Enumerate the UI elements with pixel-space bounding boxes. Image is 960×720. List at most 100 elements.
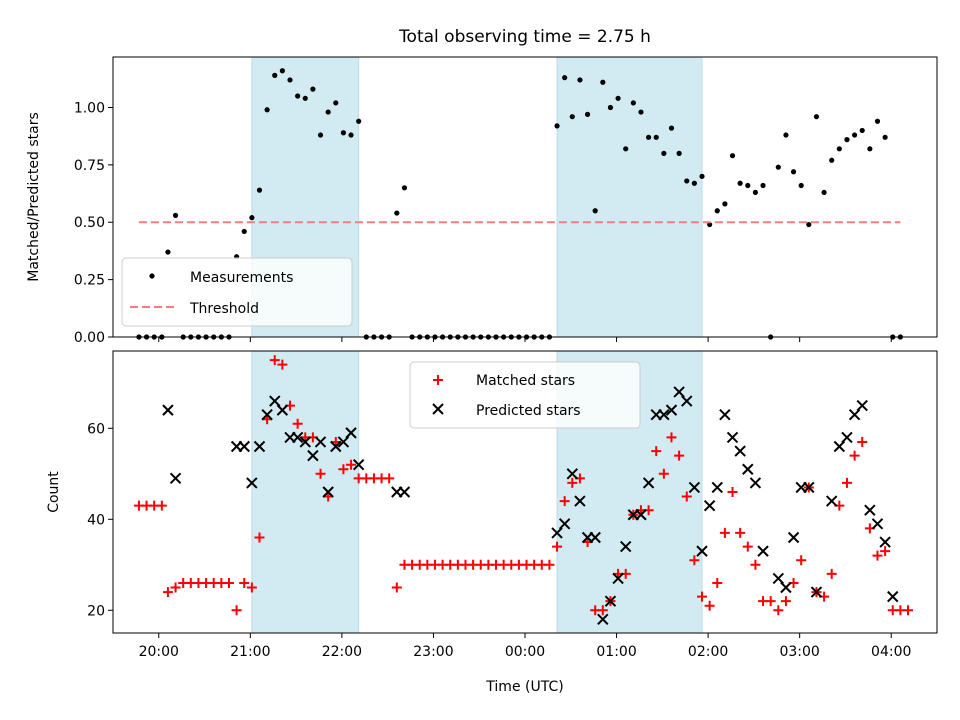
- legend: Measurements Threshold: [121, 257, 353, 327]
- measurement-point: [333, 100, 339, 106]
- measurement-point: [165, 249, 171, 255]
- matched-stars-point: [849, 450, 860, 461]
- matched-stars-point: [857, 436, 868, 447]
- matched-stars-point: [712, 577, 723, 588]
- matched-stars-point: [597, 605, 608, 616]
- chart-title: Total observing time = 2.75 h: [398, 27, 651, 47]
- predicted-stars-point: [734, 445, 746, 457]
- measurement-point: [859, 127, 865, 134]
- x-axis-label: Time (UTC): [485, 679, 563, 695]
- matched-stars-point: [872, 550, 883, 561]
- matched-stars-point: [880, 546, 891, 557]
- predicted-stars-point: [337, 436, 350, 448]
- matched-stars-point: [338, 464, 349, 475]
- measurement-point: [653, 134, 659, 140]
- matched-stars-point: [742, 541, 753, 552]
- measurement-point: [287, 77, 293, 83]
- predicted-stars-point: [803, 481, 815, 494]
- matched-stars-point: [223, 577, 234, 588]
- predicted-stars-point: [253, 440, 266, 453]
- x-tick-label: 04:00: [871, 644, 911, 660]
- matched-stars-point: [735, 527, 746, 538]
- predicted-stars-point: [589, 531, 601, 544]
- measurement-point: [638, 109, 644, 115]
- matched-stars-point: [315, 468, 326, 479]
- measurement-point: [722, 201, 728, 207]
- legend-label-measurements: Measurements: [190, 270, 293, 286]
- matched-stars-point: [674, 450, 685, 461]
- predicted-stars-point: [558, 518, 571, 530]
- measurement-point: [592, 208, 598, 214]
- matched-stars-point: [162, 587, 173, 598]
- measurement-point: [752, 189, 759, 196]
- legend: Matched stars Predicted stars: [409, 361, 641, 429]
- predicted-stars-point: [772, 572, 785, 585]
- predicted-stars-point: [703, 499, 716, 512]
- measurement-point: [340, 130, 347, 136]
- predicted-stars-point: [276, 404, 289, 416]
- measurement-point: [829, 157, 835, 163]
- matched-stars-point: [841, 477, 852, 488]
- measurement-point: [661, 150, 667, 156]
- measurement-point: [760, 182, 766, 189]
- predicted-stars-point: [681, 395, 693, 407]
- axes-frame: [112, 56, 938, 338]
- measurement-point: [798, 182, 804, 189]
- axes-frame: [112, 350, 938, 634]
- measurement-point: [172, 212, 179, 218]
- matched-stars-point: [826, 568, 837, 579]
- x-tick-label: 02:00: [688, 644, 728, 660]
- predicted-stars-point: [330, 440, 342, 453]
- predicted-stars-point: [597, 613, 609, 626]
- x-tick-label: 01:00: [596, 644, 636, 660]
- measurement-point: [554, 123, 560, 129]
- predicted-stars-point: [642, 477, 655, 489]
- predicted-stars-point: [398, 486, 411, 498]
- measurement-point: [676, 150, 682, 156]
- predicted-stars-point: [787, 531, 800, 544]
- predicted-stars-point: [345, 427, 357, 439]
- legend-marker-matched: [433, 375, 443, 385]
- predicted-stars-point: [696, 545, 708, 557]
- matched-stars-point: [269, 355, 280, 366]
- predicted-stars-point: [246, 477, 258, 489]
- measurement-point: [806, 221, 812, 228]
- measurement-point: [821, 189, 827, 196]
- y-tick-label: 60: [87, 421, 105, 437]
- predicted-stars-point: [780, 581, 792, 594]
- matched-stars-point: [559, 496, 570, 507]
- measurement-point: [600, 79, 606, 85]
- bottom-panel: 20 40 60 20:00 21:00 22:00 23:00 00:00 01:00 02:0…: [46, 350, 938, 695]
- measurement-point: [790, 169, 797, 175]
- measurement-point: [264, 107, 270, 113]
- measurement-point: [325, 109, 331, 115]
- legend-box: [121, 257, 353, 327]
- measurement-point: [813, 114, 820, 120]
- predicted-stars-point: [841, 431, 853, 444]
- measurement-point: [302, 95, 308, 101]
- matched-stars-point: [246, 582, 257, 593]
- measurement-point: [569, 114, 575, 120]
- measurement-point: [646, 134, 652, 140]
- measurement-point: [356, 118, 362, 124]
- x-tick-label: 03:00: [779, 644, 819, 660]
- matched-stars-point: [254, 532, 265, 543]
- predicted-stars-point: [322, 486, 334, 498]
- matched-stars-point: [704, 600, 715, 611]
- legend-label-threshold: Threshold: [189, 301, 259, 317]
- matched-stars-point: [697, 591, 708, 602]
- measurement-point: [348, 132, 354, 138]
- y-tick-label: 0.25: [74, 273, 105, 289]
- measurement-point: [401, 185, 408, 191]
- predicted-stars-point: [261, 408, 273, 421]
- measurement-point: [684, 178, 690, 184]
- predicted-stars-point: [352, 459, 365, 471]
- measurement-point: [691, 180, 697, 186]
- top-panel: 0.00 0.25 0.50 0.75 1.00 Matched/Predicted st…: [26, 27, 938, 346]
- y-tick-label: 0.00: [74, 330, 105, 346]
- x-tick-label: 22:00: [322, 644, 362, 660]
- predicted-stars-point: [658, 408, 670, 421]
- matched-stars-point: [719, 527, 730, 538]
- matched-stars-point: [773, 605, 784, 616]
- measurement-point: [882, 134, 888, 140]
